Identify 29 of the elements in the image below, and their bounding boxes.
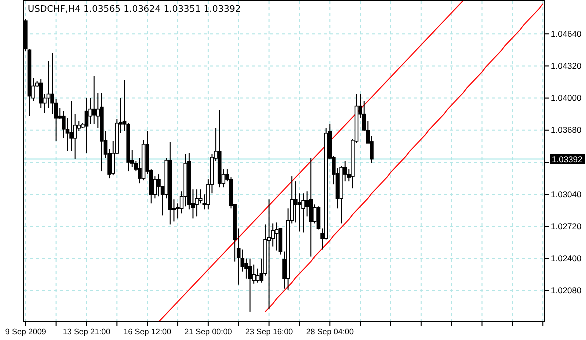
x-tick-label: 16 Sep 12:00 <box>124 328 172 337</box>
chart-title: USDCHF,H4 1.03565 1.03624 1.03351 1.03392 <box>28 5 242 15</box>
candlestick <box>70 100 74 152</box>
y-tick-label: 1.02400 <box>551 254 582 264</box>
y-tick-label: 1.04000 <box>551 93 582 104</box>
candlestick <box>302 193 306 234</box>
candlestick <box>298 193 302 232</box>
candlestick <box>274 222 279 252</box>
candlestick <box>157 174 161 198</box>
line-series <box>158 0 464 322</box>
line-series <box>264 4 544 312</box>
x-tick-label: 28 Sep 04:00 <box>306 328 354 337</box>
x-tick-label: 23 Sep 16:00 <box>245 328 294 337</box>
ref-line-label: 1.03392 <box>552 154 583 164</box>
x-tick-label: 21 Sep 00:00 <box>184 328 233 337</box>
y-tick-label: 1.03040 <box>551 189 582 200</box>
x-tick-label: 9 Sep 2009 <box>5 328 47 337</box>
x-tick-label: 13 Sep 21:00 <box>62 328 112 337</box>
candlestick <box>84 98 89 154</box>
y-tick-label: 1.02720 <box>551 221 582 232</box>
y-tick-label: 1.03680 <box>551 125 582 136</box>
y-tick-label: 1.02080 <box>551 286 582 296</box>
y-tick-label: 1.04320 <box>551 60 582 71</box>
candlestick <box>309 158 314 258</box>
candlestick <box>92 76 96 125</box>
candlestick <box>256 268 260 284</box>
candlestick <box>248 258 252 312</box>
candlestick <box>195 189 199 218</box>
y-tick-label: 1.04640 <box>551 28 582 39</box>
